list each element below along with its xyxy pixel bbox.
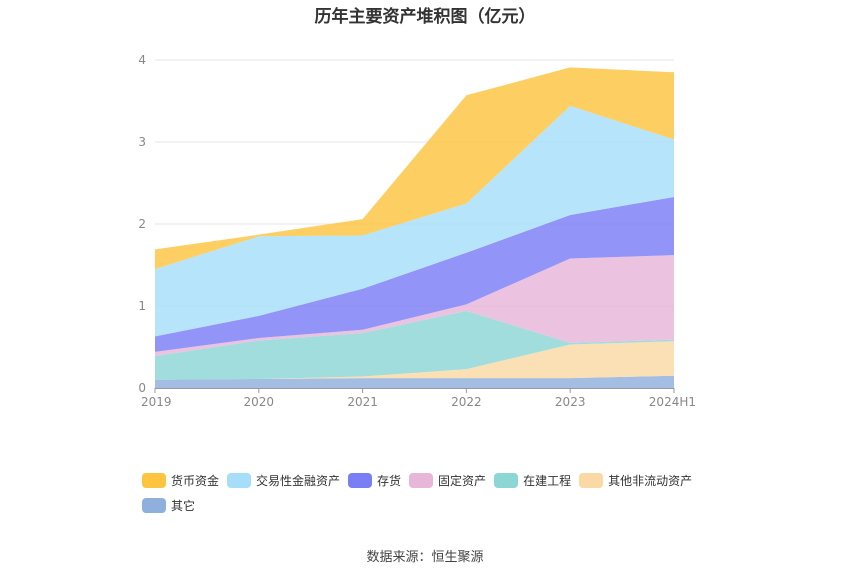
chart-title: 历年主要资产堆积图（亿元） [314,7,536,27]
legend-swatch [494,472,519,488]
legend-swatch [579,472,604,488]
y-tick-label: 3 [138,135,146,149]
legend-label: 货币资金 [171,473,220,488]
legend-label: 固定资产 [438,473,487,488]
legend-item[interactable]: 固定资产 [409,472,486,488]
legend-label: 存货 [377,473,402,488]
x-tick-label: 2022 [451,395,482,409]
legend-label: 在建工程 [523,473,572,488]
area-series-4 [155,196,674,352]
legend-item[interactable]: 货币资金 [142,472,219,488]
x-tick-label: 2020 [244,395,275,409]
legend-swatch [227,472,252,488]
area-series-2 [155,310,674,380]
legend: 货币资金 交易性金融资产 存货 固定资产 在建工程 其他非流动资产其它 [142,472,742,522]
legend-label: 其他非流动资产 [608,473,693,488]
area-series-6 [155,67,674,270]
axes: 0 1 2 3 4 2019 2020 2021 2022 2023 2024H1 [138,53,696,409]
legend-item[interactable]: 交易性金融资产 [227,472,340,488]
legend-swatch [409,472,434,488]
legend-item[interactable]: 在建工程 [494,472,571,488]
area-series-3 [155,255,674,357]
legend-item[interactable]: 其他非流动资产 [579,472,692,488]
area-series-5 [155,105,674,337]
x-tick-label: 2021 [347,395,378,409]
x-tick-label: 2019 [141,395,172,409]
legend-swatch [142,472,166,488]
y-tick-label: 4 [138,53,146,67]
x-tick-label: 2023 [555,395,586,409]
legend-label: 交易性金融资产 [256,473,341,488]
legend-label: 其它 [171,498,196,513]
area-series [155,67,674,388]
legend-item[interactable]: 存货 [348,472,401,488]
x-tick-label: 2024H1 [649,395,696,409]
legend-swatch [142,497,166,513]
legend-swatch [348,472,373,488]
y-tick-label: 2 [138,217,146,231]
y-tick-label: 1 [138,299,146,313]
area-series-0 [155,375,674,388]
y-tick-label: 0 [138,381,146,395]
area-series-1 [155,341,674,380]
data-source-note: 数据来源：恒生聚源 [366,550,484,565]
legend-item[interactable]: 其它 [142,497,195,513]
